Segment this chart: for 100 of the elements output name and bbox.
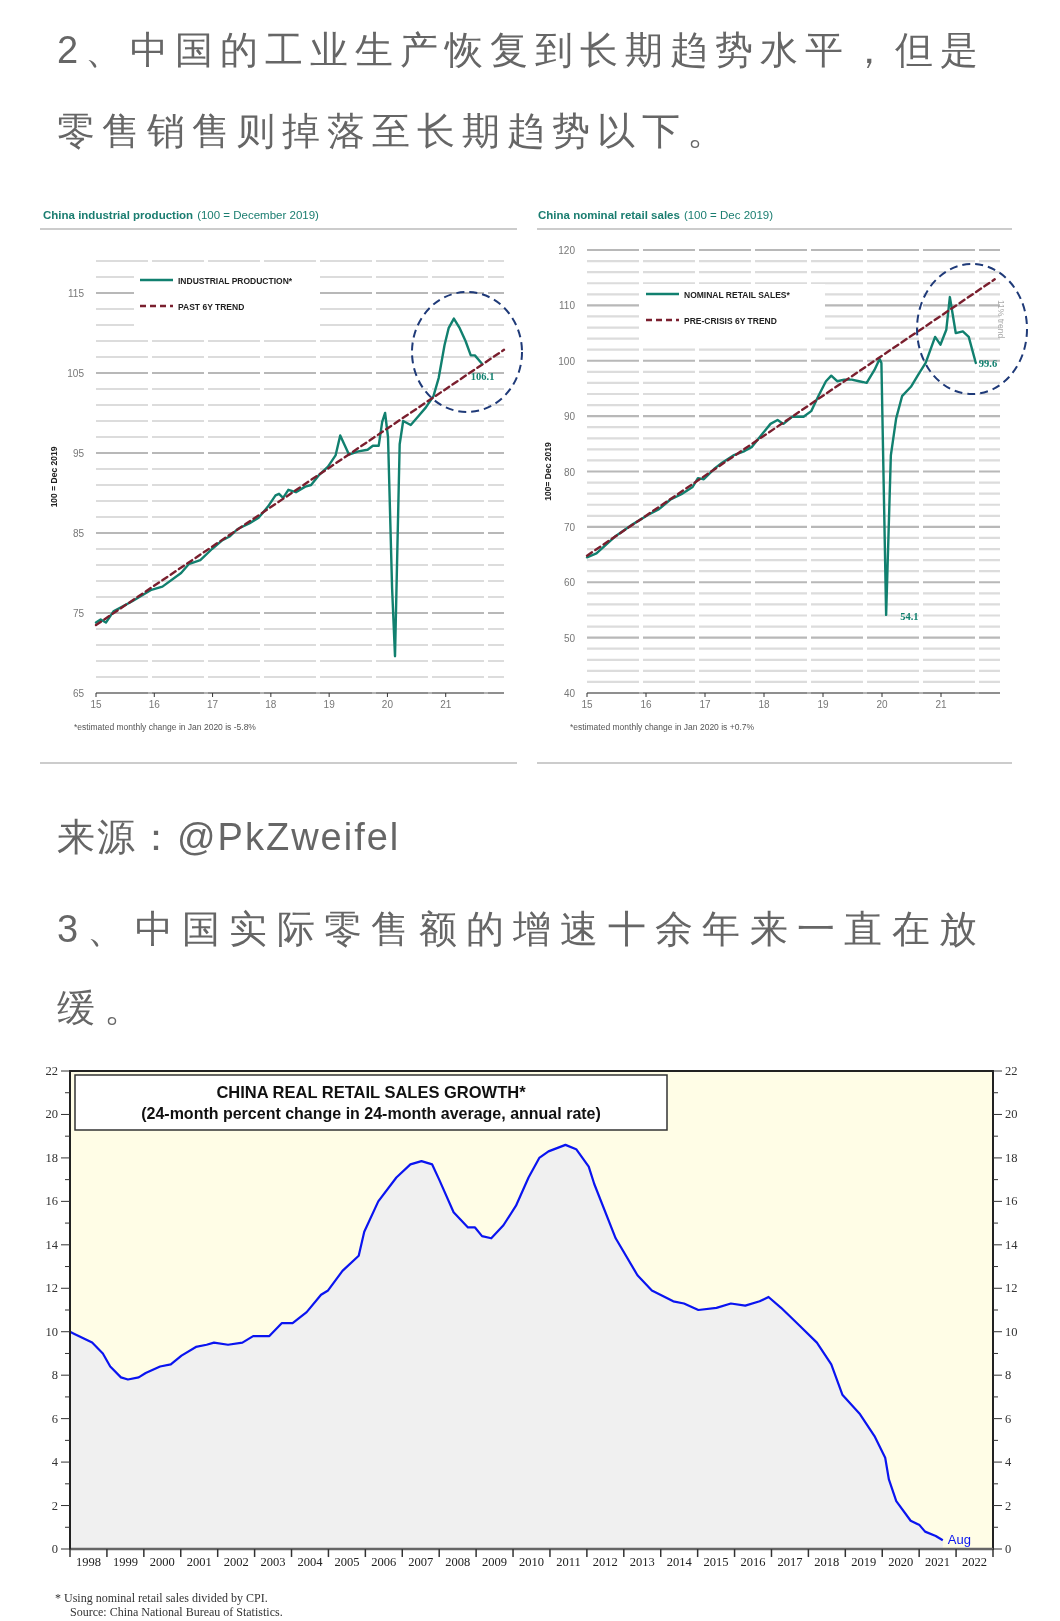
- y2-tick-label: 16: [1005, 1194, 1018, 1209]
- x-tick-label: 18: [265, 699, 277, 710]
- x-tick-label: 21: [440, 699, 452, 710]
- x-tick-label: 2014: [666, 1555, 693, 1569]
- chart-subtitle: (100 = December 2019): [197, 209, 320, 221]
- y-tick-label: 10: [45, 1324, 58, 1339]
- y-axis-title: 100= Dec 2019: [543, 442, 553, 501]
- x-tick-label: 2016: [740, 1555, 766, 1569]
- x-tick-label: 2019: [851, 1555, 877, 1569]
- y2-tick-label: 20: [1005, 1107, 1018, 1122]
- y-tick-label: 75: [72, 608, 85, 619]
- x-tick-label: 2009: [482, 1555, 508, 1569]
- text: * Using nominal retail sales divided by CPI.: [55, 1591, 268, 1605]
- y-tick-label: 8: [51, 1368, 58, 1383]
- x-tick-label: 2010: [519, 1555, 544, 1569]
- chart-subtitle: (100 = Dec 2019): [683, 209, 774, 221]
- x-tick-label: 2008: [445, 1555, 471, 1569]
- y-tick-label: 60: [563, 577, 576, 589]
- y-tick-label: 115: [68, 288, 85, 299]
- x-tick-label: 17: [699, 699, 711, 710]
- x-tick-label: 20: [876, 699, 888, 710]
- y2-tick-label: 8: [1005, 1368, 1012, 1383]
- y-tick-label: 22: [45, 1064, 58, 1078]
- x-tick-label: 2007: [408, 1555, 434, 1569]
- y-tick-label: 20: [45, 1107, 58, 1122]
- y-tick-label: 4: [51, 1455, 59, 1470]
- legend-label: NOMINAL RETAIL SALES*: [684, 289, 791, 300]
- source-note: Source: China National Bureau of Statistics.: [70, 1605, 283, 1619]
- x-tick-label: 2018: [814, 1555, 840, 1569]
- x-tick-label: 2020: [888, 1555, 914, 1569]
- annotation: 106.1: [470, 371, 495, 383]
- x-tick-label: 2005: [334, 1555, 360, 1569]
- x-tick-label: 16: [640, 699, 652, 710]
- y-tick-label: 120: [558, 245, 576, 256]
- legend-label: PRE-CRISIS 6Y TREND: [684, 315, 777, 326]
- y-tick-label: 50: [563, 632, 576, 644]
- x-tick-label: 2004: [297, 1555, 324, 1569]
- y-tick-label: 90: [563, 411, 576, 423]
- y-tick-label: 0: [51, 1542, 58, 1556]
- y-tick-label: 85: [72, 528, 85, 539]
- y-tick-label: 95: [72, 448, 85, 459]
- x-tick-label: 20: [381, 699, 394, 710]
- y-tick-label: 12: [45, 1281, 58, 1296]
- annotation: 54.1: [900, 610, 919, 622]
- x-tick-label: 2002: [223, 1555, 249, 1569]
- y-tick-label: 14: [45, 1237, 59, 1252]
- y-tick-label: 40: [563, 688, 576, 699]
- annotation: Aug: [947, 1532, 971, 1548]
- x-tick-label: 2011: [556, 1555, 581, 1569]
- x-tick-label: 15: [90, 699, 102, 710]
- y2-tick-label: 4: [1005, 1455, 1012, 1470]
- x-tick-label: 2021: [925, 1555, 951, 1569]
- x-tick-label: 2012: [592, 1555, 618, 1569]
- x-tick-label: 17: [207, 699, 219, 710]
- y-tick-label: 18: [45, 1150, 58, 1165]
- y-tick-label: 16: [45, 1194, 58, 1209]
- source-note: 来源：@PkZweifel: [57, 816, 401, 858]
- x-tick-label: 16: [148, 699, 161, 710]
- x-tick-label: 1999: [112, 1555, 138, 1569]
- text: *estimated monthly change in Jan 2020 is +0.7%: [570, 722, 755, 732]
- x-tick-label: 21: [935, 699, 947, 710]
- y-tick-label: 110: [559, 300, 576, 312]
- y2-tick-label: 2: [1005, 1498, 1012, 1513]
- annotation: 11% trend: [996, 300, 1006, 339]
- y-tick-label: 80: [563, 466, 576, 478]
- y2-tick-label: 12: [1005, 1281, 1018, 1296]
- text: *estimated monthly change in Jan 2020 is -5.8%: [74, 722, 257, 732]
- x-tick-label: 15: [581, 699, 593, 710]
- y-tick-label: 100: [558, 355, 576, 367]
- x-tick-label: 2017: [777, 1555, 803, 1569]
- chart-title: China nominal retail sales: [538, 209, 680, 221]
- y2-tick-label: 22: [1005, 1064, 1018, 1078]
- x-tick-label: 2001: [186, 1555, 212, 1569]
- x-tick-label: 2003: [260, 1555, 286, 1569]
- y-tick-label: 6: [51, 1411, 58, 1426]
- x-tick-label: 2015: [703, 1555, 729, 1569]
- y-tick-label: 105: [67, 368, 85, 379]
- y2-tick-label: 18: [1005, 1150, 1018, 1165]
- y2-tick-label: 14: [1005, 1237, 1019, 1252]
- text: 3、中国实际零售额的增速十余年来一直在放缓。: [57, 908, 987, 1029]
- x-tick-label: 1998: [75, 1555, 101, 1569]
- x-tick-label: 19: [323, 699, 336, 710]
- x-tick-label: 19: [817, 699, 829, 710]
- annotation: 99.6: [978, 357, 998, 369]
- y-tick-label: 70: [563, 521, 576, 533]
- y-tick-label: 2: [51, 1498, 58, 1513]
- chart-title: China industrial production: [43, 209, 194, 221]
- y2-tick-label: 10: [1005, 1324, 1018, 1339]
- y2-tick-label: 0: [1005, 1542, 1012, 1556]
- x-tick-label: 2006: [371, 1555, 397, 1569]
- y-axis-title: 100 = Dec 2019: [49, 446, 59, 508]
- text: (24-month percent change in 24-month average, annual rate): [141, 1105, 601, 1122]
- legend-label: INDUSTRIAL PRODUCTION*: [178, 275, 293, 286]
- x-tick-label: 2022: [962, 1555, 988, 1569]
- y-tick-label: 65: [72, 688, 85, 699]
- x-tick-label: 18: [758, 699, 770, 710]
- text: CHINA REAL RETAIL SALES GROWTH*: [216, 1083, 527, 1101]
- x-tick-label: 2000: [149, 1555, 175, 1569]
- y2-tick-label: 6: [1005, 1411, 1012, 1426]
- legend-label: PAST 6Y TREND: [178, 301, 245, 312]
